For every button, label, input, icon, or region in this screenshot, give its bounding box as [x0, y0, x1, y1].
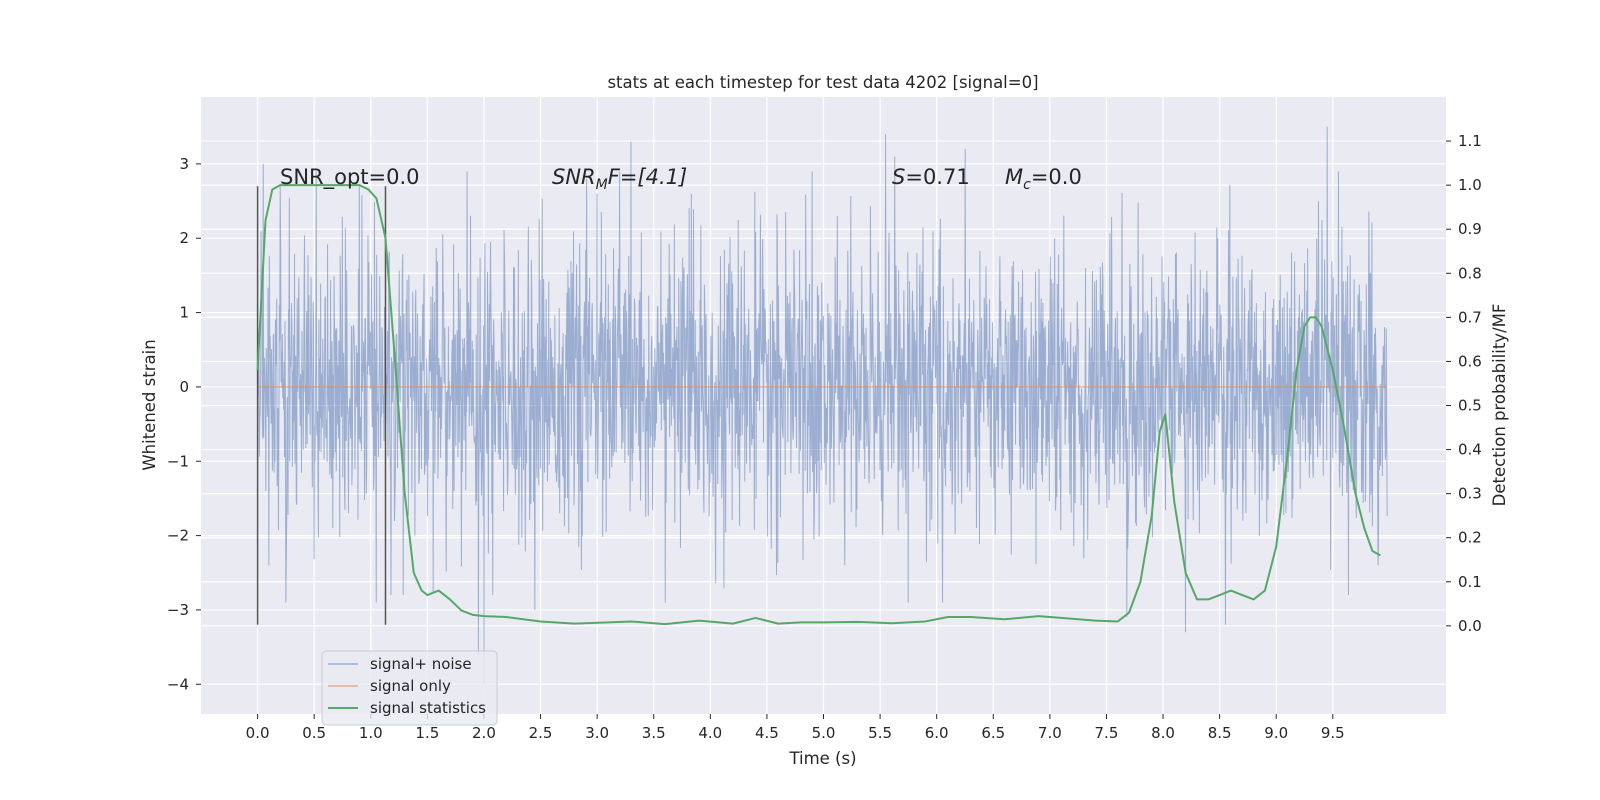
- annotation-mc-prefix: M: [1005, 165, 1023, 189]
- noise-series: [257, 126, 1388, 685]
- x-tick-label: 7.5: [1095, 724, 1119, 742]
- y2-tick-label: 0.0: [1458, 617, 1482, 635]
- x-tick-label: 5.5: [868, 724, 892, 742]
- x-tick-label: 6.5: [981, 724, 1005, 742]
- y2-tick-label: 0.3: [1458, 485, 1482, 503]
- x-tick-label: 2.5: [529, 724, 553, 742]
- y2-tick-label: 0.8: [1458, 264, 1482, 282]
- y-tick-label: −1: [167, 452, 189, 470]
- noise-line: [257, 126, 1388, 685]
- legend-label-stats: signal statistics: [370, 699, 486, 717]
- y2-tick-label: 0.9: [1458, 220, 1482, 238]
- x-tick-label: 4.0: [698, 724, 722, 742]
- y2-tick-label: 0.6: [1458, 352, 1482, 370]
- y2-tick-label: 0.1: [1458, 573, 1482, 591]
- y2-tick-label: 0.5: [1458, 397, 1482, 415]
- chart-title: stats at each timestep for test data 420…: [607, 73, 1038, 92]
- x-tick-label: 3.5: [642, 724, 666, 742]
- y-tick-label: −4: [167, 675, 189, 693]
- y-tick-label: −3: [167, 601, 189, 619]
- x-tick-label: 2.0: [472, 724, 496, 742]
- annotation-snr-mf-suffix: F=[4.1]: [608, 165, 687, 189]
- x-tick-label: 8.5: [1208, 724, 1232, 742]
- annotation-snr-opt: SNR_opt=0.0: [280, 165, 420, 190]
- annotation-mc: Mc=0.0: [1005, 165, 1082, 193]
- stats-line: [256, 184, 1381, 626]
- x-tick-label: 1.0: [359, 724, 383, 742]
- x-tick-label: 8.0: [1151, 724, 1175, 742]
- y2-tick-label: 1.1: [1458, 132, 1482, 150]
- tick-labels: 0.0 0.5 1.0 1.5 2.0 2.5 3.0 3.5 4.0 4.5 5.0 5.5 6.0 6…: [167, 132, 1482, 742]
- x-tick-label: 4.5: [755, 724, 779, 742]
- x-tick-label: 9.0: [1264, 724, 1288, 742]
- x-axis-label: Time (s): [788, 749, 856, 768]
- y-tick-label: 3: [179, 155, 189, 173]
- y2-tick-label: 0.2: [1458, 529, 1482, 547]
- y2-tick-label: 0.7: [1458, 308, 1482, 326]
- annotation-s-suffix: =0.71: [905, 165, 969, 189]
- annotation-s-prefix: S: [892, 165, 905, 189]
- legend-label-signal: signal only: [370, 677, 451, 695]
- annotation-snr-mf: SNRMF=[4.1]: [552, 165, 687, 193]
- x-tick-label: 9.5: [1321, 724, 1345, 742]
- annotation-snr-mf-sub: M: [596, 177, 608, 193]
- x-tick-label: 3.0: [585, 724, 609, 742]
- vertical-markers: [256, 186, 387, 625]
- y-tick-label: −2: [167, 527, 189, 545]
- legend-box: [321, 650, 498, 726]
- x-tick-label: 6.0: [925, 724, 949, 742]
- x-tick-label: 5.0: [812, 724, 836, 742]
- x-tick-label: 0.0: [246, 724, 270, 742]
- stats-series: [256, 184, 1381, 626]
- y2-tick-label: 1.0: [1458, 176, 1482, 194]
- x-tick-label: 1.5: [415, 724, 439, 742]
- legend-label-noise: signal+ noise: [370, 655, 472, 673]
- y-axis-label: Whitened strain: [140, 339, 159, 470]
- y2-tick-label: 0.4: [1458, 441, 1482, 459]
- legend: signal+ noise signal only signal statist…: [321, 650, 498, 726]
- annotation-mc-sub: c: [1023, 177, 1031, 193]
- y-tick-label: 0: [179, 378, 189, 396]
- y2-axis-label: Detection probability/MF: [1490, 304, 1509, 507]
- x-tick-label: 7.0: [1038, 724, 1062, 742]
- y-tick-label: 2: [179, 229, 189, 247]
- y-tick-label: 1: [179, 304, 189, 322]
- annotation-mc-suffix: =0.0: [1031, 165, 1082, 189]
- annotation-s: S=0.71: [892, 165, 970, 189]
- annotation-snr-mf-prefix: SNR: [552, 165, 596, 189]
- x-tick-label: 0.5: [302, 724, 326, 742]
